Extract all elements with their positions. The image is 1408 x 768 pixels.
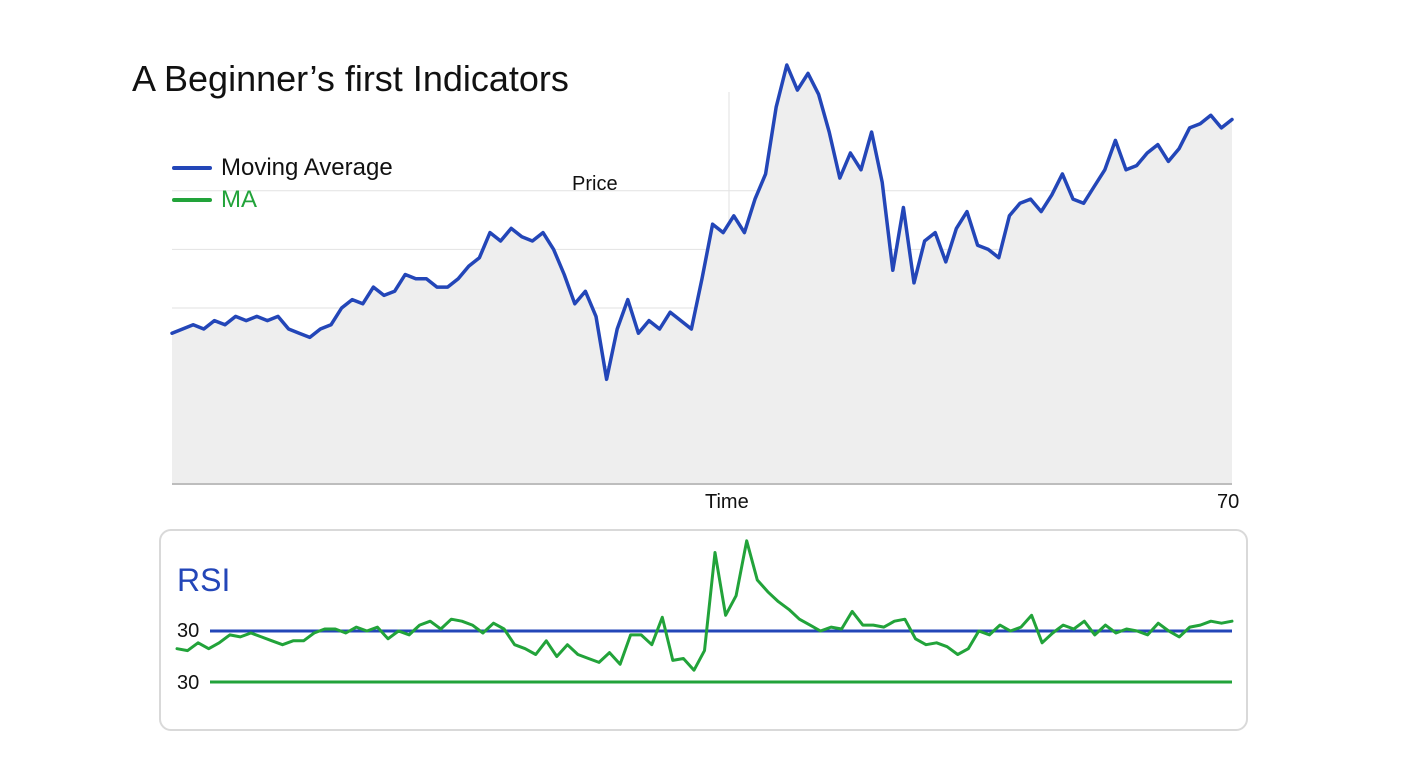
- x-tick-label: 70: [1217, 491, 1240, 513]
- rsi-title: RSI: [177, 562, 231, 598]
- chart-legend: Moving Average MA: [172, 152, 393, 216]
- legend-label-ma: MA: [221, 186, 257, 213]
- chart-title: A Beginner’s first Indicators: [132, 58, 569, 99]
- price-series-line: [170, 63, 1234, 382]
- x-axis-label: Time: [705, 491, 749, 513]
- price-chart: [170, 63, 1234, 485]
- price-area-fill: [172, 65, 1232, 484]
- legend-swatch-ma: [172, 198, 212, 202]
- rsi-tick-label-lower: 30: [177, 672, 200, 694]
- legend-item-moving-average: Moving Average: [172, 152, 393, 184]
- rsi-tick-label-upper: 30: [177, 620, 200, 642]
- legend-item-ma: MA: [172, 184, 393, 216]
- y-axis-label: Price: [572, 173, 618, 195]
- legend-label-moving-average: Moving Average: [221, 154, 393, 181]
- legend-swatch-moving-average: [172, 166, 212, 170]
- rsi-panel: [159, 529, 1248, 731]
